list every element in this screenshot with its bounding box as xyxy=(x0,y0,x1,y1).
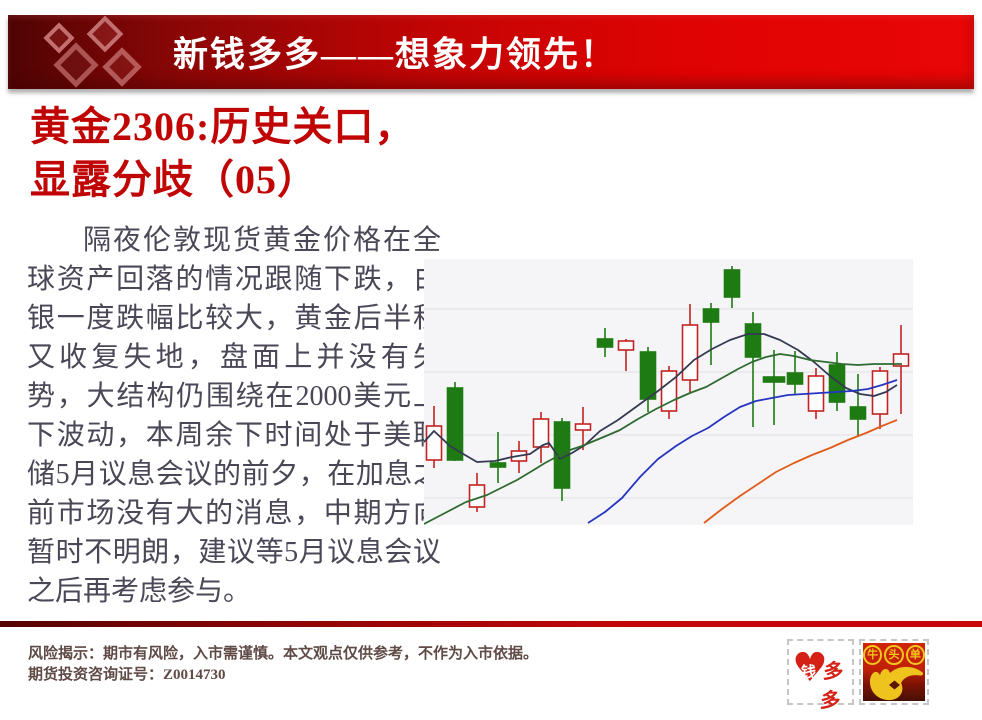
candle-body xyxy=(892,353,910,367)
candle-body xyxy=(762,376,786,383)
candle-body xyxy=(871,370,889,415)
qianduoduo-text: 多多 xyxy=(819,661,843,712)
candle-body xyxy=(786,372,804,385)
risk-disclaimer: 风险揭示：期市有风险，入市需谨慎。本文观点仅供参考，不作为入市依据。 期货投资咨… xyxy=(28,644,648,686)
header-banner: 新钱多多——想象力领先！ xyxy=(8,15,974,89)
candle-body xyxy=(574,423,592,431)
candle-body xyxy=(723,269,741,298)
niutoudan-logo: 牛 头 单 xyxy=(859,639,929,705)
article-body: 隔夜伦敦现货黄金价格在全球资产回落的情况跟随下跌，白银一度跌幅比较大，黄金后半程… xyxy=(27,225,441,607)
candle-body xyxy=(702,308,720,323)
diamond-shape xyxy=(102,47,142,87)
diamond-shape xyxy=(86,15,124,53)
candle-body xyxy=(744,323,762,358)
candle-body xyxy=(532,418,550,448)
article-title-line1: 黄金2306:历史关口， xyxy=(30,104,416,149)
candle-body xyxy=(489,462,507,468)
candle-body xyxy=(617,340,635,351)
line-ma-slow xyxy=(587,379,898,524)
candle-body xyxy=(681,324,699,381)
license-line: 期货投资咨询证号：Z0014730 xyxy=(28,667,226,683)
line-ma-mid xyxy=(424,353,902,525)
niutoudan-title-circles: 牛 头 单 xyxy=(863,645,925,665)
niutoudan-char: 牛 xyxy=(863,645,883,665)
diamond-ornament xyxy=(30,15,160,88)
article-title-line2: 显露分歧（05） xyxy=(30,157,318,202)
qianduoduo-logo: ♥ 钱 多多 xyxy=(787,639,854,712)
heart-char: 钱 xyxy=(801,665,817,681)
footer-logos: ♥ 钱 多多 牛 头 单 xyxy=(787,639,929,712)
candle-body xyxy=(446,387,464,461)
banner-title: 新钱多多——想象力领先！ xyxy=(173,35,618,75)
line-ma-fast xyxy=(424,333,898,463)
candle-body xyxy=(639,351,657,400)
niutoudan-char: 单 xyxy=(905,645,925,665)
bull-head-icon xyxy=(869,666,924,701)
candlestick-chart xyxy=(424,259,913,525)
candle-body xyxy=(849,406,867,420)
bottom-divider xyxy=(0,621,982,627)
line-ma-slowest xyxy=(703,419,898,524)
article-title: 黄金2306:历史关口， 显露分歧（05） xyxy=(30,100,500,206)
candle-body xyxy=(596,338,614,348)
heart-icon: ♥ 钱 xyxy=(792,645,828,691)
candle-body xyxy=(828,364,846,403)
risk-line: 风险揭示：期市有风险，入市需谨慎。本文观点仅供参考，不作为入市依据。 xyxy=(28,646,539,662)
niutoudan-char: 头 xyxy=(884,645,904,665)
